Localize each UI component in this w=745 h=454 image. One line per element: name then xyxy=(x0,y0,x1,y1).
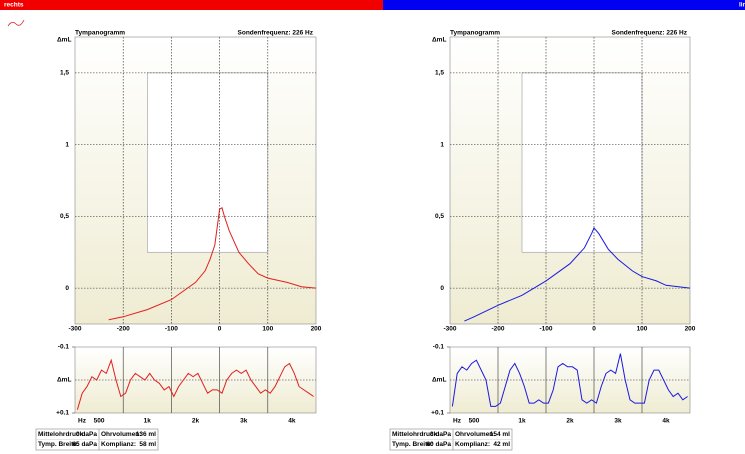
result-label: Tymp. Breite: xyxy=(392,441,433,448)
result-value: 60 daPa xyxy=(426,441,451,448)
result-label: Komplianz: xyxy=(455,441,490,448)
result-value: 0 daPa xyxy=(76,431,97,438)
x-tick-label: 3k xyxy=(614,418,622,425)
y-tick-label: 1 xyxy=(440,141,444,148)
result-label: Ohrvolumen: xyxy=(101,431,141,438)
curve xyxy=(108,207,317,321)
result-label: Mittelohrdruck: xyxy=(392,431,439,438)
result-value: 58 ml xyxy=(139,441,156,448)
curve xyxy=(464,226,691,322)
x-tick-label: 100 xyxy=(637,326,648,333)
ear-icon xyxy=(7,19,25,27)
y-axis-label: ΔmL xyxy=(432,37,446,44)
reflex-curve xyxy=(76,358,314,410)
x-tick-label: -300 xyxy=(68,326,81,333)
result-value: 136 ml xyxy=(136,431,156,438)
y-axis-label: ΔmL xyxy=(57,37,71,44)
y-tick-label: 0 xyxy=(440,285,444,292)
x-tick-label: 2k xyxy=(566,418,574,425)
y-tick-label: +0.1 xyxy=(56,410,69,417)
reflex-curve xyxy=(451,353,688,407)
x-tick-label: 200 xyxy=(685,326,696,333)
result-label: Ohrvolumen: xyxy=(455,431,495,438)
result-label: Tymp. Breite: xyxy=(38,441,79,448)
x-tick-label: 1k xyxy=(144,418,152,425)
x-axis-label: Hz xyxy=(78,418,87,425)
x-tick-label: 200 xyxy=(311,326,322,333)
result-value: 42 ml xyxy=(493,441,510,448)
result-value: 65 daPa xyxy=(72,441,97,448)
x-tick-label: 4k xyxy=(662,418,670,425)
y-tick-label: +0.1 xyxy=(431,410,444,417)
chart-title: Tympanogramm xyxy=(450,30,500,37)
x-tick-label: 1k xyxy=(518,418,526,425)
y-tick-label: 0 xyxy=(65,285,69,292)
x-tick-label: 0 xyxy=(218,326,222,333)
x-tick-label: -300 xyxy=(443,326,456,333)
y-tick-label: 0,5 xyxy=(435,213,444,220)
left-ear-label: links xyxy=(739,2,745,9)
x-tick-label: 500 xyxy=(469,418,480,425)
chart-subtitle: Sondenfrequenz: 226 Hz xyxy=(612,30,688,37)
x-tick-label: 2k xyxy=(192,418,200,425)
y-tick-label: 0,5 xyxy=(60,213,69,220)
result-value: 154 ml xyxy=(490,431,510,438)
x-tick-label: 4k xyxy=(288,418,296,425)
y-tick-label: -0.1 xyxy=(58,344,70,351)
result-label: Komplianz: xyxy=(101,441,136,448)
x-tick-label: -100 xyxy=(539,326,552,333)
chart-subtitle: Sondenfrequenz: 226 Hz xyxy=(238,30,314,37)
chart-title: Tympanogramm xyxy=(75,30,125,37)
left-ear-bar xyxy=(383,0,745,10)
result-label: Mittelohrdruck: xyxy=(38,431,85,438)
normal-range xyxy=(147,72,269,253)
x-tick-label: -200 xyxy=(117,326,130,333)
right-ear-label: rechts xyxy=(4,2,24,9)
y-tick-label: 1,5 xyxy=(60,70,69,77)
x-tick-label: 100 xyxy=(262,326,273,333)
y-tick-label: 1,5 xyxy=(435,70,444,77)
x-axis-label: Hz xyxy=(453,418,462,425)
result-value: 3 daPa xyxy=(430,431,451,438)
x-tick-label: 3k xyxy=(240,418,248,425)
x-tick-label: -200 xyxy=(491,326,504,333)
y-tick-label: -0.1 xyxy=(433,344,445,351)
normal-range xyxy=(521,72,643,253)
y-axis-label: ΔmL xyxy=(57,377,71,384)
y-axis-label: ΔmL xyxy=(432,377,446,384)
x-tick-label: -100 xyxy=(165,326,178,333)
right-ear-bar xyxy=(0,0,383,10)
y-tick-label: 1 xyxy=(65,141,69,148)
x-tick-label: 500 xyxy=(94,418,105,425)
x-tick-label: 0 xyxy=(592,326,596,333)
